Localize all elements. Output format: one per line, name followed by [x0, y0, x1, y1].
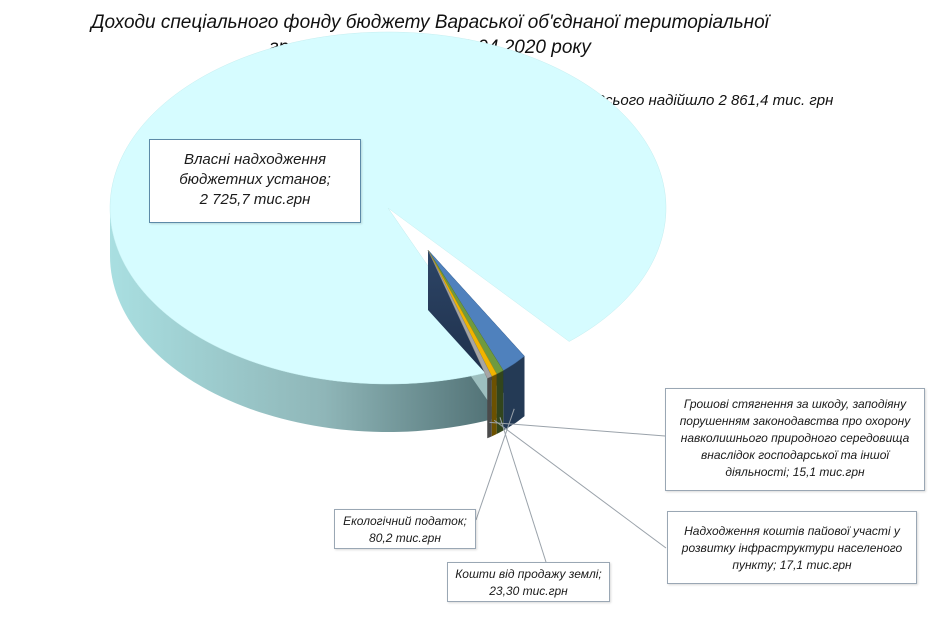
pie-slice-own: [109, 31, 667, 385]
pie-slice-fines-side: [487, 376, 492, 439]
chart-title-line-1: Доходи спеціального фонду бюджету Варась…: [91, 12, 769, 33]
total-received-label: Всього надійшло 2 861,4 тис. грн: [595, 92, 834, 109]
slice-label-eco-line-2: 80,2 тис.грн: [369, 531, 441, 545]
slice-label-land-sale: Кошти від продажу землі; 23,30 тис.грн: [447, 562, 610, 602]
slice-label-share-line-1: Надходження коштів пайової участі у: [684, 524, 900, 538]
leader-line-land: [499, 417, 547, 563]
slice-label-own-line-1: Власні надходження: [183, 151, 327, 168]
pie-slice-share-side: [491, 374, 497, 437]
slice-label-fines-line-1: Грошові стягнення за шкоду, заподіяну: [683, 397, 907, 411]
slice-label-fines-line-5: діяльності; 15,1 тис.грн: [725, 465, 865, 479]
leader-lines: [475, 408, 667, 563]
pie-slice-land-side: [496, 370, 504, 435]
slice-label-fines-line-4: внаслідок господарської та іншої: [700, 448, 890, 462]
leader-line-eco: [475, 408, 515, 521]
leader-line-fines: [489, 421, 666, 437]
pie-slice-eco-side: [503, 356, 525, 431]
slice-label-share-line-2: розвитку інфраструктури населеного: [681, 541, 903, 555]
slice-label-share-participation: Надходження коштів пайової участі у розв…: [667, 511, 917, 584]
slice-label-fines-line-2: порушенням законодавства про охорону: [679, 414, 911, 428]
slice-label-own-revenues: Власні надходження бюджетних установ; 2 …: [149, 139, 361, 223]
slice-label-own-line-2: бюджетних установ;: [179, 171, 331, 188]
leader-line-share: [493, 419, 667, 549]
slice-label-land-line-2: 23,30 тис.грн: [489, 584, 568, 598]
pie-layer: [109, 31, 667, 439]
slice-label-land-line-1: Кошти від продажу землі;: [455, 567, 602, 581]
slice-label-ecological-tax: Екологічний податок; 80,2 тис.грн: [334, 509, 476, 549]
slice-label-environmental-fines: Грошові стягнення за шкоду, заподіяну по…: [665, 388, 925, 491]
slice-label-share-line-3: пункту; 17,1 тис.грн: [732, 558, 852, 572]
pie-slice-fines: [427, 249, 493, 379]
slice-label-fines-line-3: навколишнього природного середовища: [680, 431, 910, 445]
slice-label-eco-line-1: Екологічний податок;: [343, 514, 467, 528]
pie-slice-own-side: [110, 208, 500, 432]
slice-label-own-line-3: 2 725,7 тис.грн: [199, 191, 311, 208]
